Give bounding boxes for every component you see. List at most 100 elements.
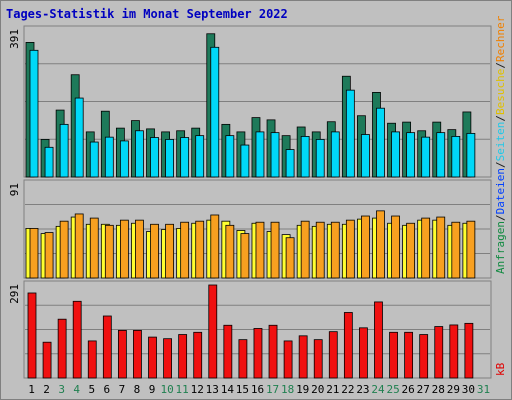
bar-kb-day-13 (208, 284, 218, 379)
bar-kb-day-29 (449, 324, 459, 379)
bar-kb-day-4 (72, 300, 82, 379)
bar-kb-day-25 (389, 331, 398, 379)
bar-dateien-day-27 (421, 136, 431, 178)
x-tick-label-day-4: 4 (73, 383, 80, 396)
bar-kb-day-14 (223, 324, 233, 379)
bar-dateien-day-5 (89, 141, 99, 178)
bar-dateien-day-22 (345, 89, 355, 178)
bar-dateien-day-6 (104, 136, 114, 178)
x-tick-label-day-27: 27 (417, 383, 430, 396)
bar-besuche-day-29 (451, 221, 461, 279)
bar-besuche-day-4 (74, 213, 84, 279)
bar-kb-day-28 (434, 326, 444, 379)
bar-kb-day-23 (359, 327, 368, 379)
bar-dateien-day-20 (315, 139, 325, 178)
bar-besuche-day-2 (44, 232, 54, 279)
bar-dateien-day-15 (240, 144, 250, 178)
bar-besuche-day-15 (240, 233, 250, 279)
bar-dateien-day-28 (436, 132, 446, 178)
bar-besuche-day-1 (29, 228, 39, 279)
bar-besuche-day-8 (135, 219, 144, 279)
x-tick-label-day-14: 14 (221, 383, 235, 396)
bar-dateien-day-14 (225, 135, 235, 178)
bar-besuche-day-19 (300, 220, 310, 279)
legend-label-6: Besuche (494, 69, 507, 115)
bar-kb-day-20 (313, 339, 323, 379)
bar-dateien-day-21 (330, 131, 340, 178)
bar-kb-day-7 (117, 329, 127, 379)
legend-label-1: / (494, 214, 507, 221)
x-tick-label-day-17: 17 (266, 383, 279, 396)
x-tick-label-day-12: 12 (191, 383, 204, 396)
bar-kb-day-1 (27, 292, 37, 379)
bar-dateien-day-23 (361, 134, 370, 178)
x-tick-label-day-28: 28 (432, 383, 445, 396)
legend-label-8: Rechner (494, 15, 507, 62)
panel-2-max-label: 91 (8, 183, 21, 196)
bar-dateien-day-30 (466, 132, 476, 178)
x-tick-label-day-3: 3 (58, 383, 65, 396)
bar-dateien-day-10 (165, 139, 174, 178)
bar-dateien-day-18 (285, 149, 295, 178)
panel-1-max-label: 391 (8, 29, 21, 49)
bar-dateien-day-3 (59, 123, 69, 178)
bar-kb-day-10 (163, 338, 172, 379)
x-tick-label-day-24: 24 (371, 383, 385, 396)
bar-besuche-day-27 (421, 217, 431, 279)
legend-label-5: / (494, 115, 507, 122)
bar-besuche-day-20 (315, 221, 325, 279)
legend-label-2: Dateien (494, 168, 507, 214)
bar-kb-day-2 (42, 341, 52, 379)
bar-dateien-day-17 (270, 132, 280, 178)
bar-besuche-day-5 (89, 217, 99, 279)
bar-besuche-day-10 (165, 223, 174, 279)
x-tick-label-day-15: 15 (236, 383, 249, 396)
bar-besuche-day-18 (285, 237, 295, 279)
bar-besuche-day-24 (376, 210, 385, 279)
chart-title: Tages-Statistik im Monat September 2022 (6, 7, 288, 21)
bar-kb-day-27 (419, 334, 429, 379)
legend-label-4: Seiten (494, 122, 507, 162)
legend-label-7: / (494, 62, 507, 69)
bar-besuche-day-21 (330, 221, 340, 279)
bar-kb-day-3 (57, 318, 67, 379)
x-tick-label-day-16: 16 (251, 383, 264, 396)
x-tick-label-day-18: 18 (281, 383, 294, 396)
x-tick-label-day-10: 10 (160, 383, 173, 396)
bar-kb-day-21 (328, 331, 338, 379)
bar-besuche-day-7 (119, 219, 129, 279)
x-tick-label-day-20: 20 (311, 383, 324, 396)
bar-kb-day-22 (343, 312, 353, 379)
x-tick-label-day-13: 13 (206, 383, 219, 396)
bar-kb-day-19 (298, 335, 308, 379)
bar-kb-day-18 (283, 340, 293, 379)
bar-kb-day-26 (404, 331, 414, 379)
bar-besuche-day-3 (59, 220, 69, 279)
x-tick-label-day-31: 31 (477, 383, 490, 396)
bar-besuche-day-13 (210, 214, 220, 279)
bar-dateien-day-1 (29, 49, 39, 178)
bar-dateien-day-7 (119, 140, 129, 178)
x-tick-label-day-25: 25 (386, 383, 399, 396)
bar-besuche-day-6 (104, 224, 114, 279)
bar-dateien-day-4 (74, 97, 84, 178)
bar-dateien-day-9 (150, 137, 159, 178)
bar-dateien-day-25 (391, 131, 400, 178)
bar-besuche-day-25 (391, 215, 400, 279)
x-tick-label-day-19: 19 (296, 383, 309, 396)
bar-kb-day-30 (464, 322, 474, 379)
x-tick-label-day-2: 2 (43, 383, 50, 396)
bar-besuche-day-17 (270, 221, 280, 279)
bar-dateien-day-24 (376, 107, 385, 178)
bar-dateien-day-2 (44, 146, 54, 178)
x-tick-label-day-22: 22 (341, 383, 354, 396)
x-tick-label-day-5: 5 (88, 383, 95, 396)
bar-besuche-day-16 (255, 221, 265, 279)
x-tick-label-day-7: 7 (119, 383, 126, 396)
x-tick-label-day-8: 8 (134, 383, 141, 396)
x-tick-label-day-26: 26 (402, 383, 415, 396)
bar-dateien-day-29 (451, 135, 461, 178)
bar-dateien-day-26 (406, 132, 416, 178)
x-tick-label-day-23: 23 (356, 383, 369, 396)
